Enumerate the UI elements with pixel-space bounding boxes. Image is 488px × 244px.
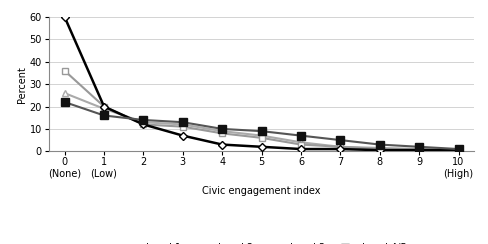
Legend: Level 1, Level 2, Level 3, Level 4/5: Level 1, Level 2, Level 3, Level 4/5 (112, 239, 410, 244)
Text: (None): (None) (48, 169, 81, 179)
Y-axis label: Percent: Percent (17, 66, 27, 103)
Text: (Low): (Low) (90, 169, 117, 179)
Text: (High): (High) (443, 169, 473, 179)
X-axis label: Civic engagement index: Civic engagement index (202, 186, 320, 196)
